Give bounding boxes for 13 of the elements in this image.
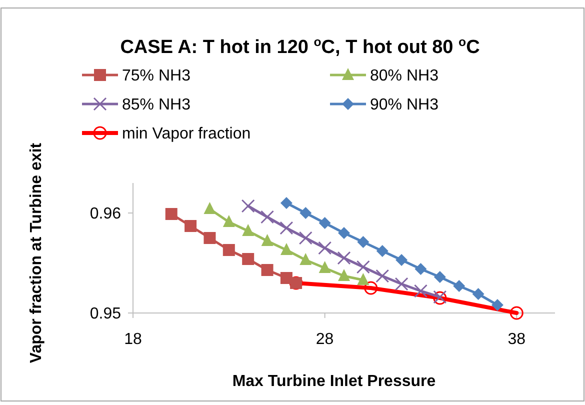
x-axis-title: Max Turbine Inlet Pressure <box>232 373 436 390</box>
legend-label: min Vapor fraction <box>122 126 251 143</box>
x-tick-label: 38 <box>508 331 526 348</box>
y-axis-title: Vapor fraction at Turbine exit <box>28 142 45 364</box>
y-tick-label: 0.96 <box>90 206 122 223</box>
y-tick-label: 0.95 <box>90 306 122 323</box>
chart-title: CASE A: T hot in 120 $^{o}$C, T hot out 80 $^{o}$C <box>120 35 480 58</box>
legend-label: 85% NH3 <box>122 96 191 114</box>
legend-label: 90% NH3 <box>370 96 439 114</box>
legend-label: 75% NH3 <box>122 68 191 85</box>
legend-label: 80% NH3 <box>370 68 439 85</box>
x-tick-label: 28 <box>316 331 334 348</box>
x-tick-label: 18 <box>124 331 142 348</box>
